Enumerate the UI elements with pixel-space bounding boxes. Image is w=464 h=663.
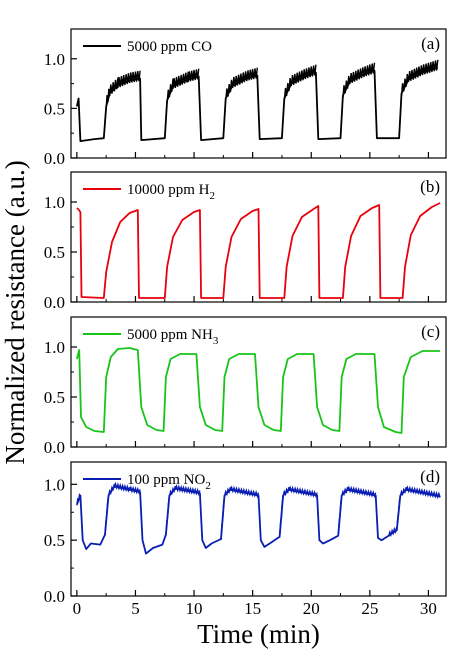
y-tick-label: 0.0 <box>44 293 65 312</box>
series-noise <box>105 59 439 109</box>
y-tick-label: 0.5 <box>44 388 65 407</box>
y-tick-label: 0.5 <box>44 531 65 550</box>
x-tick-label: 30 <box>420 599 437 618</box>
series-line <box>76 347 441 434</box>
legend-subscript: 2 <box>205 480 211 492</box>
y-tick-label: 1.0 <box>44 338 65 357</box>
panel-frame <box>70 316 447 448</box>
y-axis-label: Normalized resistance (a.u.) <box>0 160 30 464</box>
legend-label: 100 ppm NO2 <box>127 472 211 492</box>
series-line <box>76 485 441 555</box>
x-axis-label: Time (min) <box>197 619 320 649</box>
y-tick-label: 1.0 <box>44 193 65 212</box>
panel-tag: (d) <box>420 467 440 486</box>
x-tick-label: 0 <box>73 599 82 618</box>
y-tick-label: 1.0 <box>44 475 65 494</box>
panel-0: 0.0 0.5 1.0 5000 ppm CO (a) <box>44 28 447 168</box>
x-tick-label: 15 <box>244 599 261 618</box>
panel-frame <box>70 461 447 597</box>
y-tick-label: 0.5 <box>44 99 65 118</box>
y-tick-label: 0.5 <box>44 243 65 262</box>
series-line <box>76 202 441 299</box>
panel-tag: (b) <box>420 177 440 196</box>
x-tick-label: 20 <box>303 599 320 618</box>
panel-frame <box>70 171 447 303</box>
y-tick-label: 0.0 <box>44 438 65 457</box>
series-noise <box>76 481 441 540</box>
panel-1: 0.0 0.5 1.0 10000 ppm H2 (b) <box>44 171 447 312</box>
legend-subscript: 3 <box>213 335 219 347</box>
legend-label: 10000 ppm H2 <box>127 182 215 202</box>
x-tick-label: 5 <box>131 599 140 618</box>
panel-tag: (a) <box>421 34 440 53</box>
y-tick-label: 0.0 <box>44 149 65 168</box>
legend-main: 100 ppm NO <box>127 472 206 488</box>
y-tick-label: 0.0 <box>44 587 65 606</box>
panel-frame <box>70 28 447 159</box>
legend-label: 5000 ppm NH3 <box>127 327 219 347</box>
y-tick-label: 1.0 <box>44 50 65 69</box>
legend-subscript: 2 <box>210 190 216 202</box>
panel-tag: (c) <box>421 322 440 341</box>
x-tick-label: 25 <box>361 599 378 618</box>
legend-main: 10000 ppm H <box>127 182 210 198</box>
legend-main: 5000 ppm NH <box>127 327 213 343</box>
legend-label: 5000 ppm CO <box>127 39 212 55</box>
x-tick-label: 10 <box>186 599 203 618</box>
panel-2: 0.0 0.5 1.0 5000 ppm NH3 (c) <box>44 316 447 457</box>
panel-3: 0.0 0.5 1.0 100 ppm NO2 (d) <box>44 461 447 606</box>
